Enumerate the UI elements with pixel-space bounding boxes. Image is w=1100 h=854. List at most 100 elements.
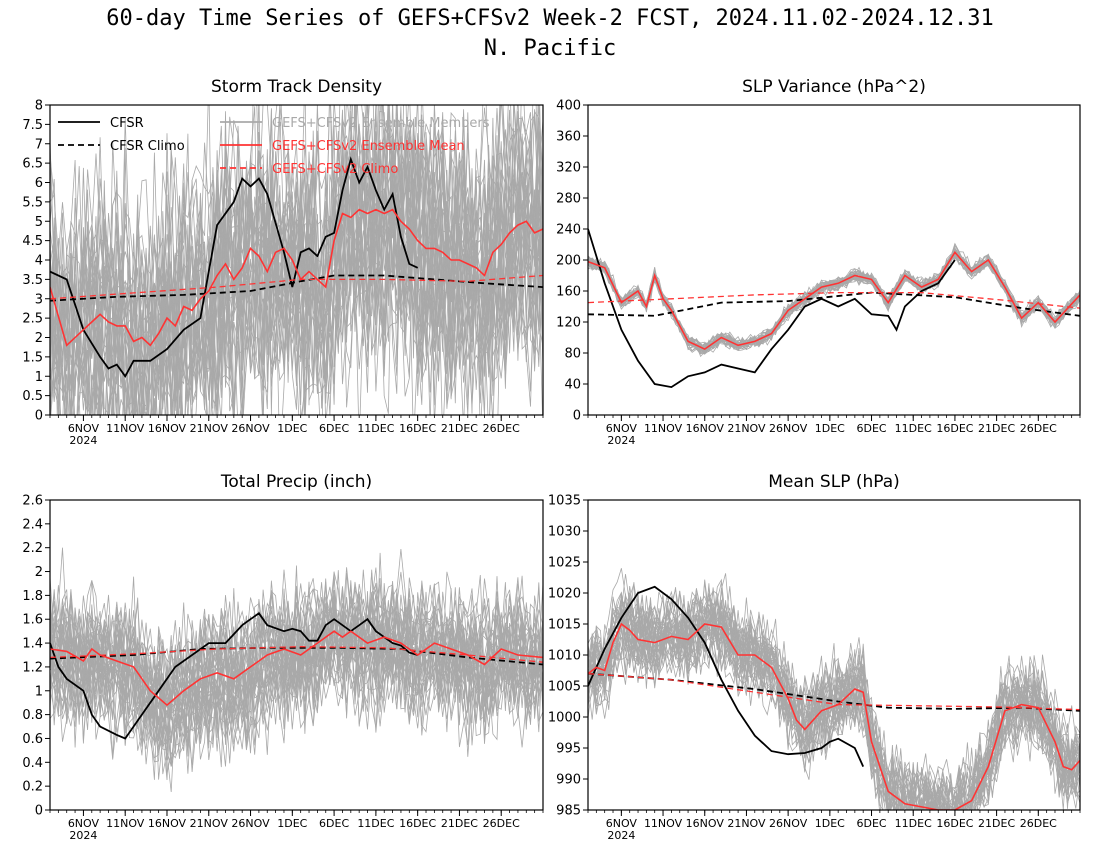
ensemble-member-line [50,582,543,744]
y-tick-label: 3 [35,292,43,307]
y-tick-label: 5.5 [22,195,43,210]
x-tick-label: 16NOV [148,817,187,830]
y-tick-label: 5 [35,215,43,230]
ensemble-member-line [588,587,1080,810]
y-tick-label: 4 [35,254,43,269]
x-tick-label: 26NOV [769,422,808,435]
plot-area [50,105,543,415]
y-tick-label: 4.5 [22,234,43,249]
ensemble-member-line [50,582,543,740]
y-tick-label: 2.4 [22,517,43,532]
legend-label: GEFS+CFSv2 Climo [272,162,398,177]
y-tick-label: 2 [35,331,43,346]
legend-label: GEFS+CFSv2 Ensemble Members [272,116,490,131]
ensemble-member-line [50,126,543,415]
panel-slp-variance-hpa-2: SLP Variance (hPa^2) 0 40 80 120 160 200 240 280… [556,77,1081,447]
x-tick-label: 21DEC [978,422,1015,435]
y-tick-label: 160 [556,285,581,300]
plot-area [50,547,543,793]
x-tick-label: 1DEC [815,422,845,435]
series-gefs-cfsv2-climo [588,291,1080,309]
panel-title: Mean SLP (hPa) [768,472,900,492]
panel-title: SLP Variance (hPa^2) [742,77,926,97]
y-tick-label: 0.6 [22,732,43,747]
series-gefs-cfsv2-ensemble-mean [50,208,543,347]
series-cfsr [50,156,419,378]
x-tick-label: 11DEC [895,817,932,830]
y-tick-label: 1035 [548,494,581,509]
y-tick-label: 360 [556,130,581,145]
y-tick-label: 990 [556,773,581,788]
x-tick-label: 16NOV [148,422,187,435]
x-tick-label: 21NOV [727,817,766,830]
ensemble-members [588,568,1080,810]
y-tick-label: 1025 [548,556,581,571]
x-tick-label: 1DEC [815,817,845,830]
series-cfsr-climo [588,291,1080,317]
x-year-label: 2024 [607,829,635,842]
x-tick-label: 11NOV [644,817,683,830]
y-tick-label: 2.6 [22,494,43,509]
legend-label: GEFS+CFSv2 Ensemble Mean [272,139,465,154]
x-tick-label: 1DEC [277,817,307,830]
x-tick-label: 26DEC [483,817,520,830]
y-tick-label: 320 [556,161,581,176]
y-tick-label: 1005 [548,680,581,695]
x-year-label: 2024 [69,434,97,447]
x-tick-label: 16DEC [399,422,436,435]
y-tick-label: 3.5 [22,273,43,288]
x-tick-label: 21DEC [441,422,478,435]
legend: CFSR CFSR Climo GEFS+CFSv2 Ensemble Member… [58,116,490,177]
y-tick-label: 200 [556,254,581,269]
y-tick-label: 2 [35,565,43,580]
x-tick-label: 21NOV [190,422,229,435]
y-tick-label: 1020 [548,587,581,602]
x-tick-label: 6DEC [319,817,349,830]
ensemble-member-line [588,591,1080,810]
x-tick-label: 11DEC [895,422,932,435]
x-tick-label: 16DEC [936,422,973,435]
ensemble-members [50,105,543,415]
plot-frame [587,104,1081,416]
x-tick-label: 16NOV [686,817,725,830]
y-tick-label: 2.5 [22,312,43,327]
y-tick-label: 280 [556,192,581,207]
ensemble-member-line [588,612,1080,810]
x-tick-label: 26NOV [231,817,270,830]
x-tick-label: 16DEC [399,817,436,830]
series-gefs-cfsv2-climo [50,274,543,300]
panel-storm-track-density: Storm Track Density 0 0.5 1 1.5 2 2.5 3 3.5 4 4.5 5… [22,77,544,447]
ensemble-member-line [50,608,543,780]
y-tick-label: 1030 [548,525,581,540]
y-tick-label: 7 [35,137,43,152]
y-tick-label: 240 [556,223,581,238]
series-cfsr [588,228,956,389]
ensemble-members [50,547,543,793]
plot-area [588,228,1080,389]
y-tick-label: 985 [556,804,581,819]
ensemble-member-line [588,252,1080,354]
series-cfsr-climo [50,646,543,666]
ensemble-member-line [588,248,1080,352]
x-tick-label: 11NOV [106,422,145,435]
ensemble-member-line [50,130,543,415]
y-tick-label: 1015 [548,618,581,633]
x-tick-label: 1DEC [277,422,307,435]
series-gefs-cfsv2-ensemble-mean [588,622,1080,810]
y-tick-label: 80 [564,347,581,362]
y-tick-label: 1000 [548,711,581,726]
x-tick-label: 26DEC [483,422,520,435]
x-tick-label: 6NOV [606,422,638,435]
x-tick-label: 16NOV [686,422,725,435]
x-tick-label: 26DEC [1020,422,1057,435]
y-tick-label: 0 [35,409,43,424]
x-tick-label: 26DEC [1020,817,1057,830]
y-tick-label: 0.5 [22,389,43,404]
x-tick-label: 6DEC [856,817,886,830]
y-tick-label: 40 [564,378,581,393]
x-tick-label: 21DEC [441,817,478,830]
x-tick-label: 6NOV [606,817,638,830]
y-tick-label: 995 [556,742,581,757]
y-tick-label: 2.2 [22,541,43,556]
